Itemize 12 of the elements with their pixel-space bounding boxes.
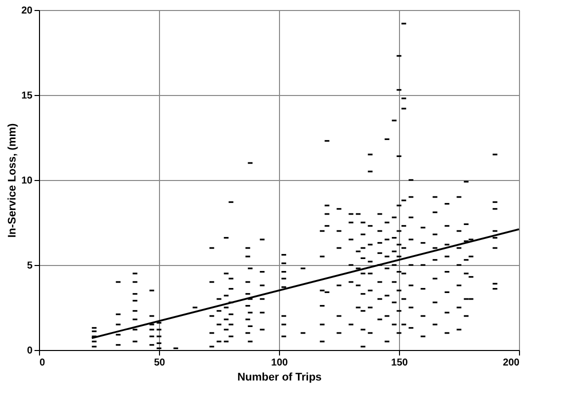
y-tick-label: 20 [21,6,33,16]
y-tick-label: 5 [26,260,33,272]
x-tick-label: 0 [40,358,46,368]
x-axis-title: Number of Trips [237,372,322,384]
y-axis-title: In-Service Loss, (mm) [6,123,18,238]
x-tick-label: 50 [154,358,166,368]
x-tick-label: 200 [502,358,520,368]
x-tick-label: 100 [271,358,288,368]
y-tick-label: 0 [26,346,33,356]
y-tick-label: 15 [21,90,33,102]
x-tick-label: 150 [391,358,408,368]
y-tick-label: 10 [21,176,33,186]
